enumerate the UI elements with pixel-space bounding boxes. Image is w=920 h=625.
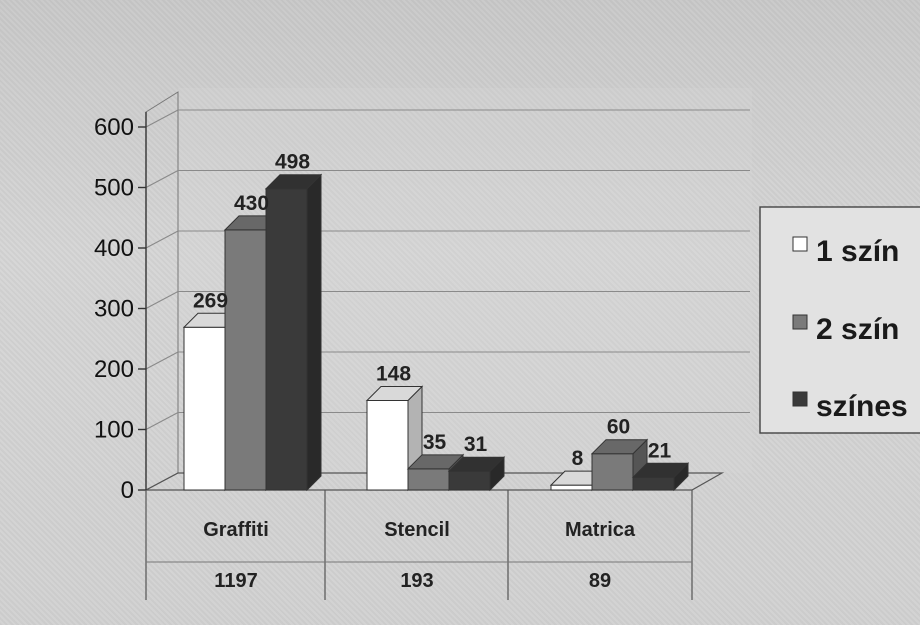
gridline-side-5 — [145, 170, 179, 188]
bar-side — [306, 173, 322, 492]
y-tick-label-3: 300 — [94, 296, 134, 323]
legend-label-1: 1 szín — [816, 235, 899, 268]
value-label-graffiti-3: 498 — [275, 151, 310, 174]
floor — [145, 472, 725, 491]
bar-front — [448, 470, 491, 491]
category-label-matrica: Matrica — [565, 519, 636, 541]
value-label-stencil-1: 148 — [376, 362, 411, 385]
legend-label-2: 2 szín — [816, 313, 899, 346]
bar-graffiti-3 — [264, 173, 323, 492]
bar-front — [366, 399, 409, 491]
value-label-stencil-2: 35 — [423, 431, 447, 454]
category-label-stencil: Stencil — [384, 519, 450, 541]
value-label-graffiti-2: 430 — [234, 192, 269, 215]
bar-top — [406, 454, 465, 470]
legend-swatch-2 — [792, 314, 808, 330]
bar-front — [183, 326, 226, 491]
value-label-matrica-3: 21 — [648, 439, 672, 462]
gridline-side-4 — [145, 230, 179, 249]
y-tick-label-4: 400 — [94, 235, 134, 262]
gridline-side-1 — [145, 412, 179, 430]
category-total-matrica: 89 — [589, 570, 611, 592]
left-wall — [145, 91, 179, 491]
legend-label-3: színes — [816, 390, 908, 423]
y-axis: 0 100 200 300 400 500 600 — [94, 112, 147, 504]
data-table: Graffiti 1197 Stencil 193 Matrica 89 — [145, 490, 693, 600]
value-label-matrica-1: 8 — [572, 447, 584, 470]
category-total-stencil: 193 — [400, 570, 433, 592]
bar-top — [631, 462, 690, 478]
value-label-graffiti-1: 269 — [193, 289, 228, 312]
bar-top — [264, 174, 323, 190]
y-tick-label-0: 0 — [121, 477, 134, 504]
bar-front — [550, 484, 593, 491]
y-tick-label-6: 600 — [94, 114, 134, 141]
bar-stencil-3 — [447, 456, 506, 492]
gridline-side-6 — [145, 109, 179, 128]
y-tick-label-2: 200 — [94, 356, 134, 383]
bar-front — [591, 453, 634, 491]
value-label-matrica-2: 60 — [607, 416, 630, 439]
y-tick-label-5: 500 — [94, 175, 134, 202]
bar-top — [590, 439, 649, 455]
value-label-stencil-3: 31 — [464, 433, 488, 456]
legend-swatch-1 — [792, 236, 808, 252]
value-labels: 269 148 8 430 35 60 498 31 21 — [193, 151, 672, 470]
gridline-side-3 — [145, 291, 179, 309]
category-label-graffiti: Graffiti — [203, 519, 269, 541]
gridline-side-2 — [145, 351, 179, 370]
legend-box — [759, 206, 920, 434]
category-total-graffiti: 1197 — [214, 570, 257, 592]
bar-top — [447, 456, 506, 472]
bar-front — [265, 188, 308, 491]
bar-front — [407, 468, 450, 491]
y-tick-label-1: 100 — [94, 417, 134, 444]
bar-top — [365, 385, 424, 401]
bars — [182, 173, 690, 492]
bar-matrica-3 — [631, 462, 690, 492]
bar-front — [224, 229, 267, 491]
legend-swatch-3 — [792, 391, 808, 407]
legend: 1 szín 2 szín színes — [759, 206, 920, 434]
bar-front — [632, 476, 675, 491]
